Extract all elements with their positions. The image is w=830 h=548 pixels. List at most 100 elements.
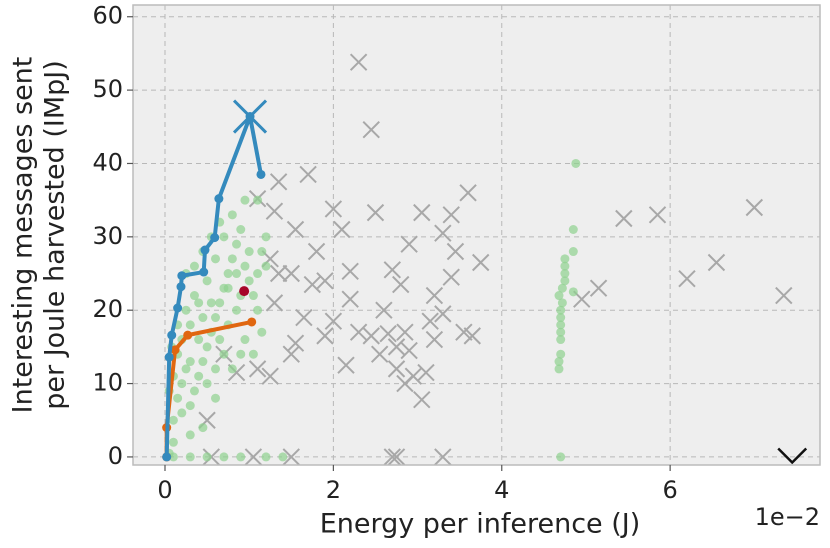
point (247, 317, 257, 327)
point (198, 313, 208, 323)
x-marker (307, 242, 326, 261)
x-marker (333, 220, 351, 239)
point (215, 298, 225, 308)
point (554, 364, 564, 374)
x-marker (396, 374, 414, 393)
x-marker (299, 165, 317, 184)
point (181, 305, 191, 315)
point (568, 224, 578, 234)
x-marker (463, 327, 481, 345)
point (556, 349, 566, 359)
point (200, 245, 210, 255)
x-marker (434, 305, 452, 323)
v-marker (777, 447, 808, 465)
x-tick-label: 4 (494, 476, 509, 504)
x-marker (383, 261, 402, 279)
point (206, 298, 216, 308)
x-marker (282, 264, 300, 283)
x-marker (282, 448, 300, 465)
x-marker (387, 338, 406, 356)
point (211, 313, 221, 323)
point (248, 291, 258, 301)
point (189, 386, 199, 396)
point (177, 379, 187, 389)
point (219, 349, 229, 359)
x-marker (303, 275, 322, 294)
point (556, 335, 566, 345)
x-marker (370, 345, 389, 363)
x-marker (337, 356, 355, 374)
x-marker (316, 327, 334, 345)
point (173, 303, 183, 313)
x-marker (589, 279, 608, 297)
x-marker (341, 290, 359, 308)
x-tick-label: 2 (326, 476, 341, 504)
x-marker (425, 286, 444, 305)
point (560, 276, 570, 286)
x-marker (472, 253, 490, 272)
point (261, 261, 271, 271)
point (560, 254, 570, 264)
point (556, 452, 566, 462)
x-offset-label: 1e−2 (755, 503, 820, 531)
point (248, 349, 258, 359)
x-marker (417, 363, 435, 382)
point (168, 437, 178, 447)
point (240, 261, 250, 271)
x-marker (269, 173, 288, 191)
point (223, 283, 233, 293)
x-marker (316, 272, 334, 290)
point (194, 298, 204, 308)
y-axis-label-line: per Joule harvested (IMpJ) (40, 60, 71, 409)
x-marker (387, 448, 406, 465)
point (185, 401, 195, 411)
point (219, 232, 229, 242)
point (232, 239, 242, 249)
x-marker (248, 360, 267, 378)
y-axis-label-line: Interesting messages sent (8, 57, 39, 414)
point (244, 276, 254, 286)
point (236, 224, 246, 234)
x-marker (349, 53, 368, 71)
x-marker (261, 367, 279, 385)
point (215, 335, 225, 345)
point (556, 313, 566, 323)
x-marker (413, 203, 431, 222)
point (560, 269, 570, 279)
frame (132, 4, 821, 466)
point (167, 330, 177, 340)
x-marker (349, 323, 368, 341)
x-marker (286, 334, 305, 352)
x-marker (282, 345, 300, 363)
point (173, 393, 183, 403)
x-marker (707, 253, 726, 272)
y-tick-label: 10 (92, 369, 123, 397)
point (236, 349, 246, 359)
point (185, 320, 195, 330)
point (164, 352, 174, 362)
point (239, 286, 250, 297)
point (227, 254, 237, 264)
point (211, 254, 221, 264)
point (261, 232, 271, 242)
point (176, 282, 186, 292)
x-marker (413, 390, 431, 409)
point (253, 195, 263, 205)
y-tick-label: 60 (92, 2, 123, 30)
x-marker (286, 220, 305, 239)
x-marker (232, 99, 268, 134)
point (194, 371, 204, 381)
y-tick-label: 40 (92, 148, 123, 176)
point (244, 247, 254, 257)
point (571, 158, 581, 168)
x-marker (434, 224, 452, 242)
point (227, 364, 237, 374)
point (168, 415, 178, 425)
x-marker (648, 206, 667, 224)
x-marker (375, 301, 393, 319)
x-axis-label: Energy per inference (J) (320, 509, 641, 540)
point (162, 452, 172, 462)
point (261, 452, 271, 462)
plot-area (133, 5, 820, 465)
point (257, 327, 267, 337)
